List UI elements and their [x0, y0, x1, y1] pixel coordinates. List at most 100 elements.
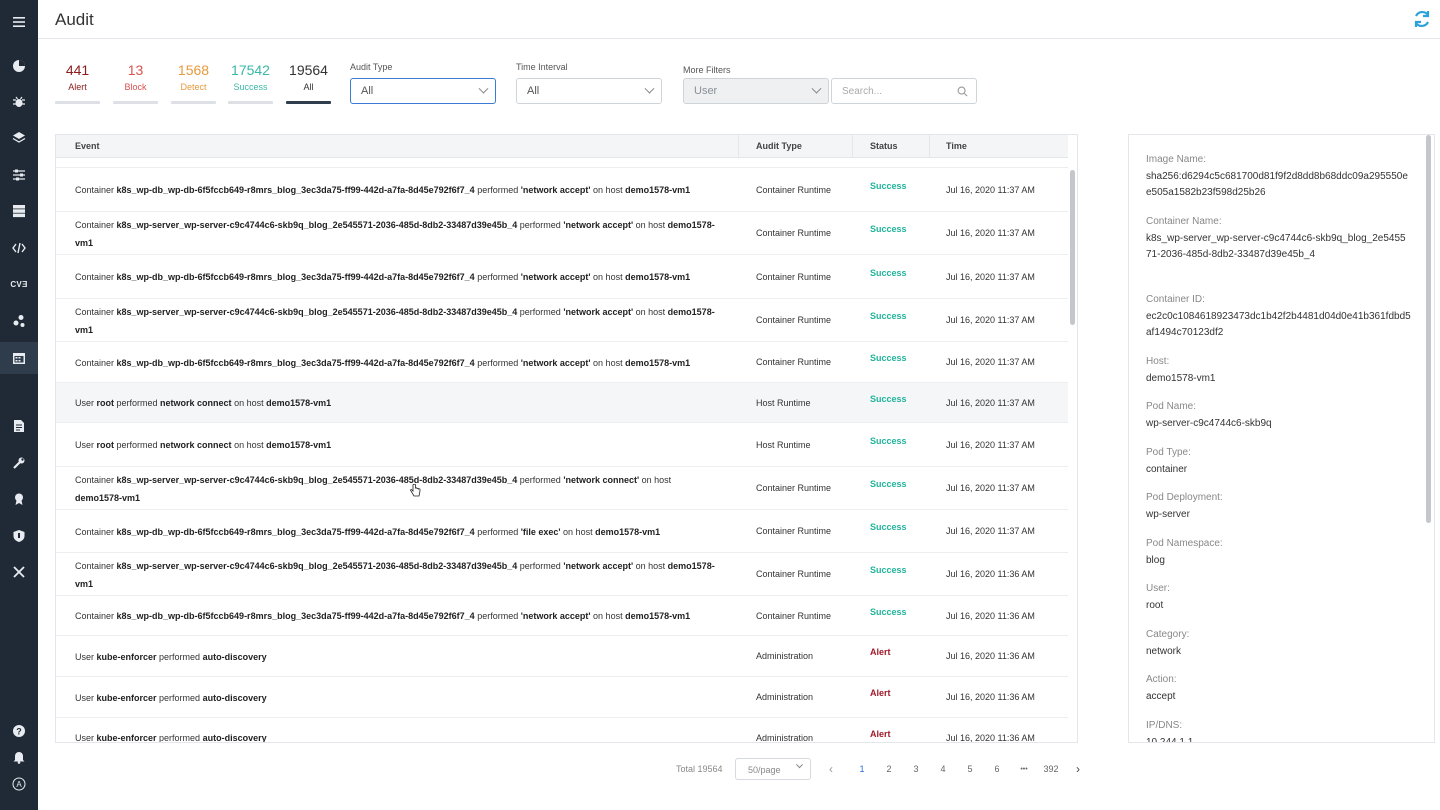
page-ellipsis[interactable]: ••• — [1020, 766, 1028, 773]
event-keyword: demo1578-vm1 — [75, 307, 715, 335]
time-interval-select[interactable]: All — [516, 78, 662, 104]
col-audit-type[interactable]: Audit Type — [756, 141, 802, 151]
table-row[interactable]: Container k8s_wp-server_wp-server-c9c474… — [56, 212, 1068, 255]
counter-all[interactable]: 19564 All — [286, 62, 331, 104]
detail-field: Pod Namespace: blog — [1146, 537, 1411, 569]
help-icon[interactable]: ? — [0, 716, 38, 746]
detail-field: Container ID: ec2c0c1084618923473dc1b42f2… — [1146, 293, 1411, 341]
event-keyword: k8s_wp-server_wp-server-c9c4744c6-skb9q_… — [116, 307, 518, 317]
sliders-icon[interactable] — [0, 160, 38, 190]
event-text: performed — [474, 272, 521, 282]
status-badge: Success — [870, 479, 907, 489]
award-icon[interactable] — [0, 484, 38, 514]
bell-icon[interactable] — [0, 742, 38, 772]
menu-icon[interactable] — [0, 7, 38, 37]
detail-scrollbar[interactable] — [1426, 135, 1431, 523]
audit-type-cell: Administration — [756, 651, 814, 661]
detail-label: Pod Deployment: — [1146, 492, 1223, 503]
counter-underline — [286, 101, 331, 104]
time-cell: Jul 16, 2020 11:37 AM — [946, 483, 1035, 493]
event-text: on host — [633, 561, 668, 571]
search-input[interactable]: Search... — [831, 78, 977, 104]
cve-icon[interactable]: CVƎ — [0, 269, 38, 299]
detail-label: Container Name: — [1146, 216, 1222, 227]
time-cell: Jul 16, 2020 11:37 AM — [946, 357, 1035, 367]
scrollbar-thumb[interactable] — [1070, 170, 1075, 325]
event-keyword: demo1578-vm1 — [595, 526, 661, 537]
document-icon[interactable] — [0, 411, 38, 441]
table-row[interactable]: Container k8s_wp-db_wp-db-6f5fccb649-r8m… — [56, 596, 1068, 636]
table-row[interactable]: User root performed network connect on h… — [56, 383, 1068, 423]
tools-icon[interactable] — [0, 557, 38, 587]
search-placeholder: Search... — [842, 86, 883, 97]
event-text: User — [75, 651, 97, 662]
code-icon[interactable] — [0, 233, 38, 263]
status-badge: Success — [870, 435, 907, 446]
audit-type-cell: Host Runtime — [756, 397, 811, 408]
more-filters-select[interactable]: User — [683, 78, 829, 104]
page-1[interactable]: 1 — [859, 764, 865, 774]
table-row[interactable]: Container k8s_wp-db_wp-db-6f5fccb649-r8m… — [56, 342, 1068, 383]
table-row-partial[interactable] — [56, 158, 1068, 168]
refresh-icon[interactable] — [1412, 9, 1432, 29]
counter-detect[interactable]: 1568 Detect — [171, 62, 216, 104]
bug-icon[interactable] — [0, 87, 38, 117]
event-text: Container — [75, 611, 117, 621]
status-badge: Success — [870, 606, 907, 617]
page-3[interactable]: 3 — [913, 764, 919, 774]
event-keyword: demo1578-vm1 — [266, 398, 332, 408]
detail-label: IP/DNS: — [1146, 720, 1183, 731]
counter-label: Block — [124, 82, 147, 92]
event-text: on host — [633, 307, 668, 317]
event-cell: Container k8s_wp-db_wp-db-6f5fccb649-r8m… — [75, 268, 715, 286]
detail-field: Category: network — [1146, 628, 1411, 660]
calendar-icon[interactable] — [0, 342, 38, 374]
table-row[interactable]: User kube-enforcer performed auto-discov… — [56, 636, 1068, 677]
prev-page-icon[interactable]: ‹ — [829, 762, 833, 776]
page-2[interactable]: 2 — [886, 764, 892, 774]
dashboard-icon[interactable] — [0, 51, 38, 81]
table-row[interactable]: Container k8s_wp-server_wp-server-c9c474… — [56, 467, 1068, 510]
table-row[interactable]: Container k8s_wp-db_wp-db-6f5fccb649-r8m… — [56, 168, 1068, 212]
page-5[interactable]: 5 — [967, 764, 973, 774]
counter-block[interactable]: 13 Block — [113, 62, 158, 104]
table-row[interactable]: Container k8s_wp-db_wp-db-6f5fccb649-r8m… — [56, 510, 1068, 553]
page-last[interactable]: 392 — [1043, 764, 1059, 774]
page-6[interactable]: 6 — [994, 764, 1000, 774]
counter-alert[interactable]: 441 Alert — [55, 62, 100, 104]
page-size-select[interactable]: 50/page — [735, 758, 811, 780]
table-row[interactable]: Container k8s_wp-server_wp-server-c9c474… — [56, 553, 1068, 596]
col-time[interactable]: Time — [946, 141, 967, 151]
table-row[interactable]: User kube-enforcer performed auto-discov… — [56, 718, 1068, 743]
table-row[interactable]: Container k8s_wp-db_wp-db-6f5fccb649-r8m… — [56, 255, 1068, 299]
event-cell: Container k8s_wp-db_wp-db-6f5fccb649-r8m… — [75, 181, 715, 199]
counter-label: Success — [233, 82, 268, 92]
counter-number: 1568 — [177, 62, 210, 78]
table-scrollbar[interactable] — [1068, 158, 1077, 742]
page-4[interactable]: 4 — [940, 764, 946, 774]
table-row[interactable]: Container k8s_wp-server_wp-server-c9c474… — [56, 299, 1068, 342]
counter-underline — [171, 101, 216, 104]
event-cell: Container k8s_wp-server_wp-server-c9c474… — [75, 216, 715, 252]
counter-success[interactable]: 17542 Success — [228, 62, 273, 104]
nodes-icon[interactable] — [0, 306, 38, 336]
logo-icon: A — [0, 769, 38, 799]
event-cell: Container k8s_wp-db_wp-db-6f5fccb649-r8m… — [75, 523, 715, 541]
event-text: on host — [590, 185, 626, 195]
event-cell: User kube-enforcer performed auto-discov… — [75, 648, 715, 666]
event-keyword: 'network accept' — [563, 220, 634, 230]
col-status[interactable]: Status — [870, 141, 898, 151]
next-page-icon[interactable]: › — [1076, 762, 1080, 776]
audit-type-select[interactable]: All — [350, 78, 496, 104]
server-icon[interactable] — [0, 196, 38, 226]
layers-icon[interactable] — [0, 123, 38, 153]
event-cell: User kube-enforcer performed auto-discov… — [75, 729, 715, 743]
table-row[interactable]: User root performed network connect on h… — [56, 423, 1068, 467]
wrench-icon[interactable] — [0, 448, 38, 478]
event-keyword: auto-discovery — [202, 733, 267, 743]
shield-icon[interactable] — [0, 521, 38, 551]
col-event[interactable]: Event — [75, 141, 100, 151]
audit-type-cell: Host Runtime — [756, 439, 811, 450]
table-row[interactable]: User kube-enforcer performed auto-discov… — [56, 677, 1068, 718]
event-text: Container — [75, 220, 117, 230]
